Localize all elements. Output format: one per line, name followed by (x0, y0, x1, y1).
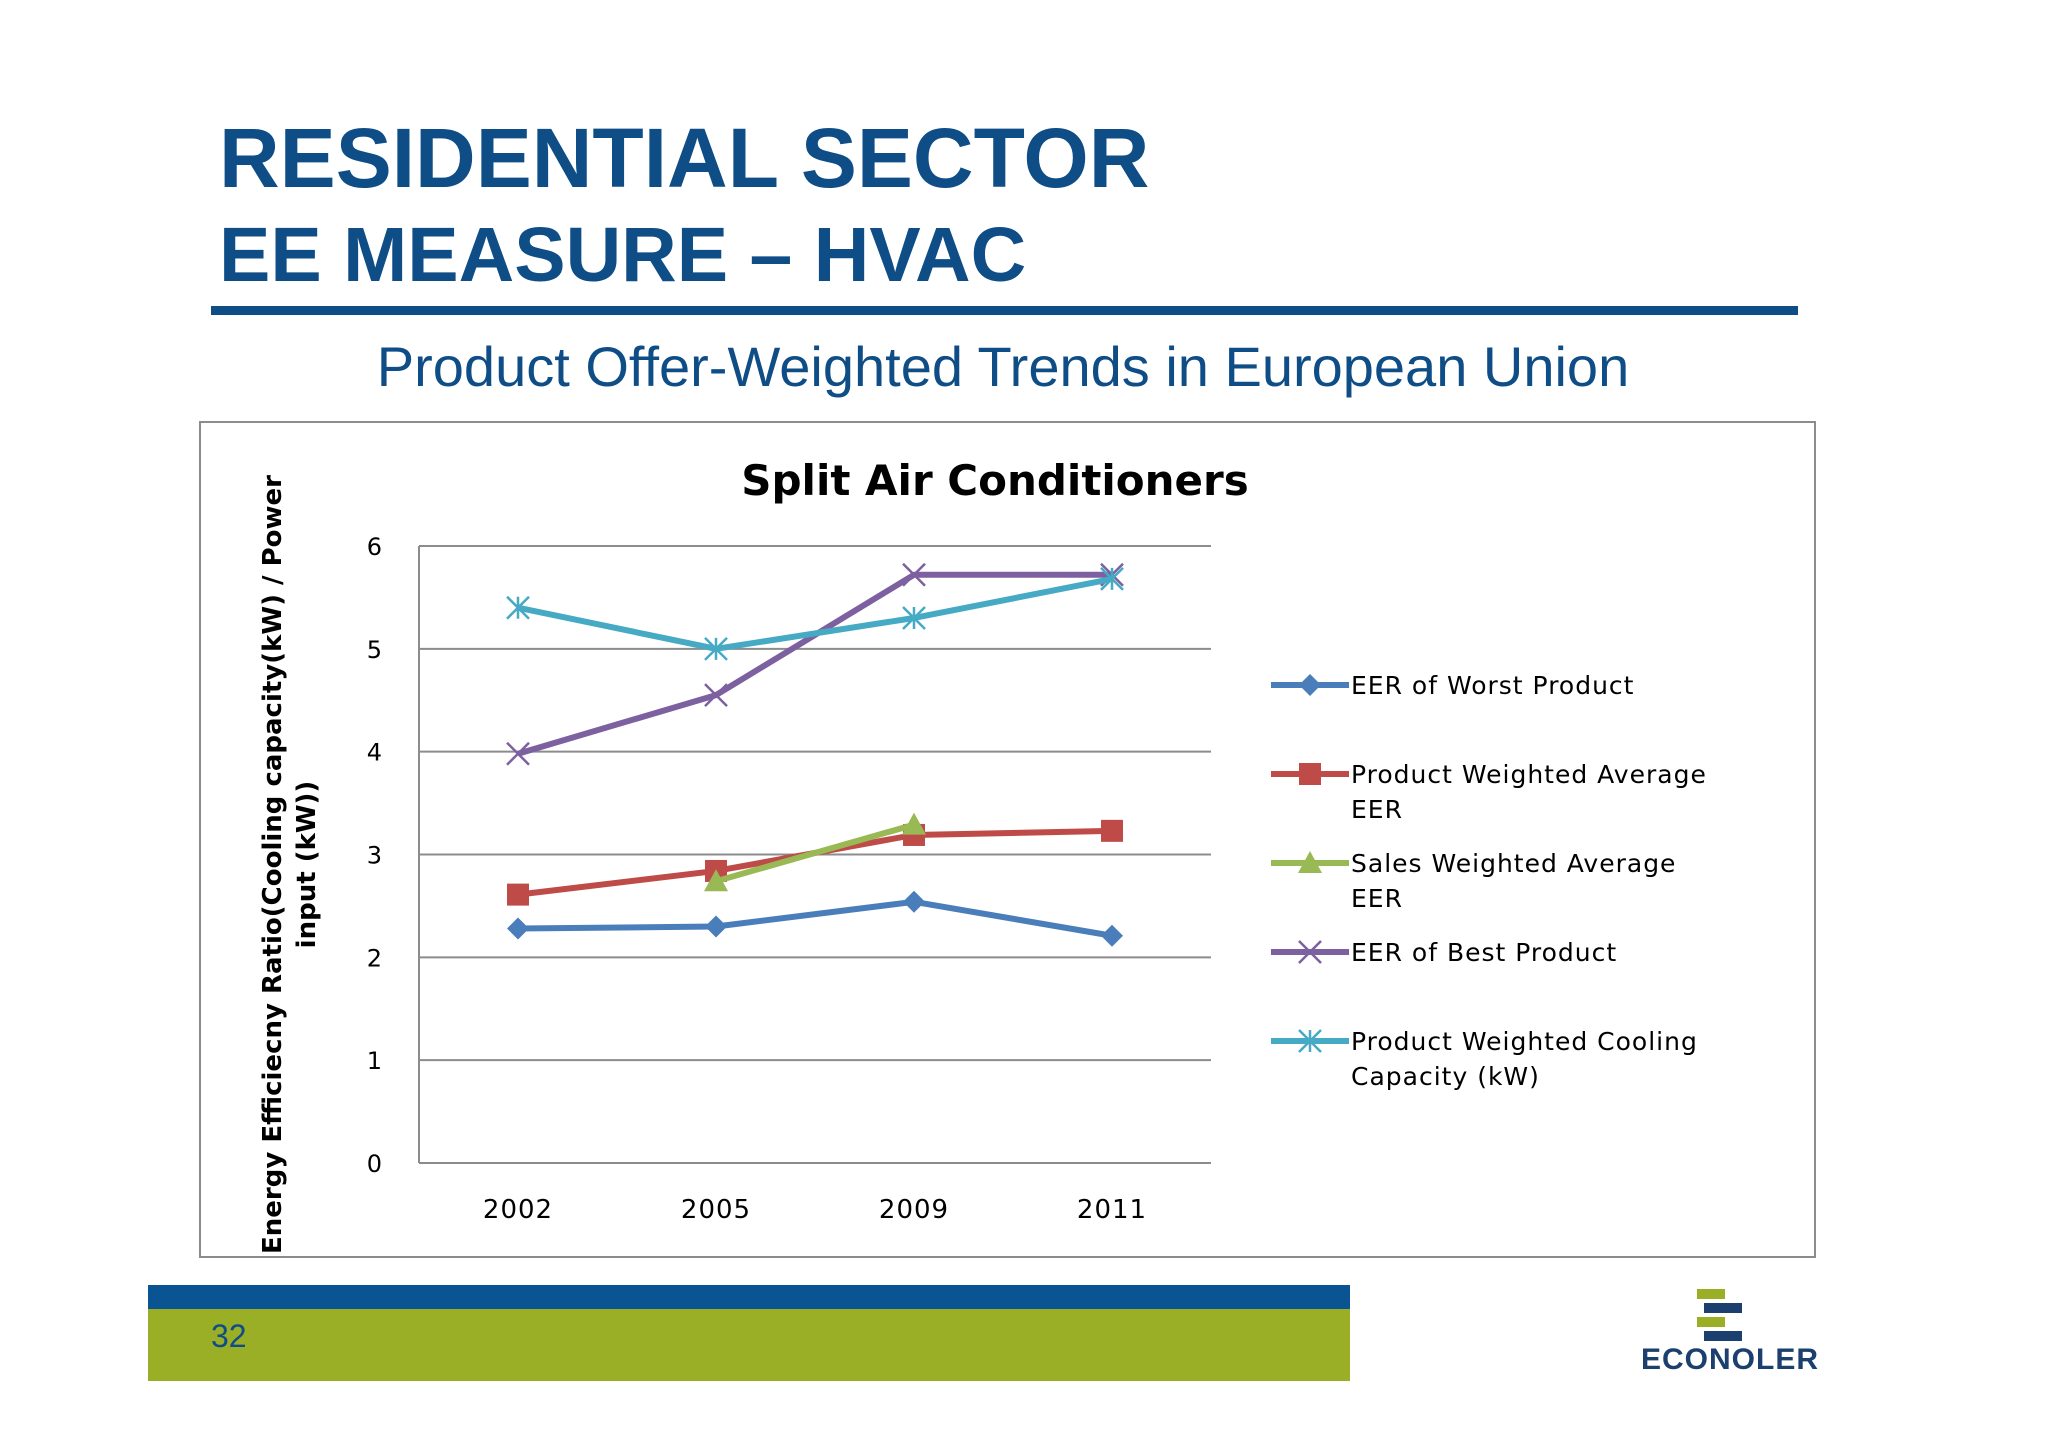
legend-marker (1298, 1029, 1322, 1053)
legend-marker (1298, 851, 1322, 873)
series-line-5 (517, 575, 1113, 652)
data-point (902, 606, 926, 630)
y-tick-label: 1 (367, 1047, 382, 1075)
x-tick-label: 2005 (681, 1195, 751, 1225)
series-line-1 (517, 898, 1113, 939)
econoler-logo: ECONOLER (1630, 1285, 1830, 1385)
logo-text: ECONOLER (1640, 1343, 1819, 1376)
chart-frame: Split Air Conditioners 0 1 2 3 4 5 6 2002 2005 200… (199, 421, 1816, 1258)
data-point (902, 812, 926, 835)
series-line-4 (517, 571, 1112, 757)
y-tick-label: 6 (367, 533, 382, 561)
y-tick-label: 4 (367, 739, 382, 767)
data-point (1101, 924, 1123, 947)
chart-title: Split Air Conditioners (741, 456, 1249, 505)
data-point (507, 917, 529, 940)
data-point (903, 890, 925, 913)
legend-label: Sales Weighted Average EER (1351, 849, 1676, 913)
footer-green-bar (148, 1309, 1350, 1381)
x-tick-label: 2011 (1077, 1195, 1147, 1225)
y-tick-label: 2 (367, 944, 382, 972)
footer-blue-bar (148, 1285, 1350, 1309)
data-point (705, 915, 727, 938)
legend-label: Product Weighted Cooling Capacity (kW) (1351, 1027, 1698, 1091)
slide-title: RESIDENTIAL SECTOR (219, 111, 1150, 205)
y-tick-label: 5 (367, 636, 382, 664)
data-point (704, 869, 728, 892)
series-line-3 (715, 821, 915, 885)
data-point (507, 883, 529, 906)
data-point (506, 595, 530, 620)
data-point (1101, 819, 1123, 842)
line-chart: Split Air Conditioners 0 1 2 3 4 5 6 2002 2005 200… (258, 456, 1707, 1254)
data-point (704, 636, 728, 661)
x-tick-label: 2002 (483, 1195, 553, 1225)
y-axis-label: Energy Efficiecny Ratio(Cooling capacity… (258, 475, 322, 1254)
x-tick-label: 2009 (879, 1195, 949, 1225)
data-point (506, 741, 530, 766)
page-number: 32 (211, 1318, 247, 1354)
legend-marker (1298, 940, 1322, 964)
title-divider (211, 306, 1798, 315)
data-point (704, 683, 728, 707)
slide-subtitle: Product Offer-Weighted Trends in Europea… (376, 335, 1630, 398)
logo-mark-icon (1697, 1289, 1742, 1341)
y-tick-label: 3 (367, 842, 382, 870)
legend-label: EER of Best Product (1351, 938, 1617, 967)
slide-title-line2: EE MEASURE – HVAC (219, 212, 1027, 298)
legend-label: Product Weighted Average EER (1351, 760, 1707, 824)
legend-label: EER of Worst Product (1351, 671, 1634, 700)
legend-marker (1299, 674, 1321, 696)
series-line-2 (517, 827, 1113, 898)
y-tick-label: 0 (367, 1150, 382, 1178)
legend-marker (1299, 763, 1321, 785)
data-point (1100, 567, 1124, 591)
data-point (902, 562, 926, 587)
